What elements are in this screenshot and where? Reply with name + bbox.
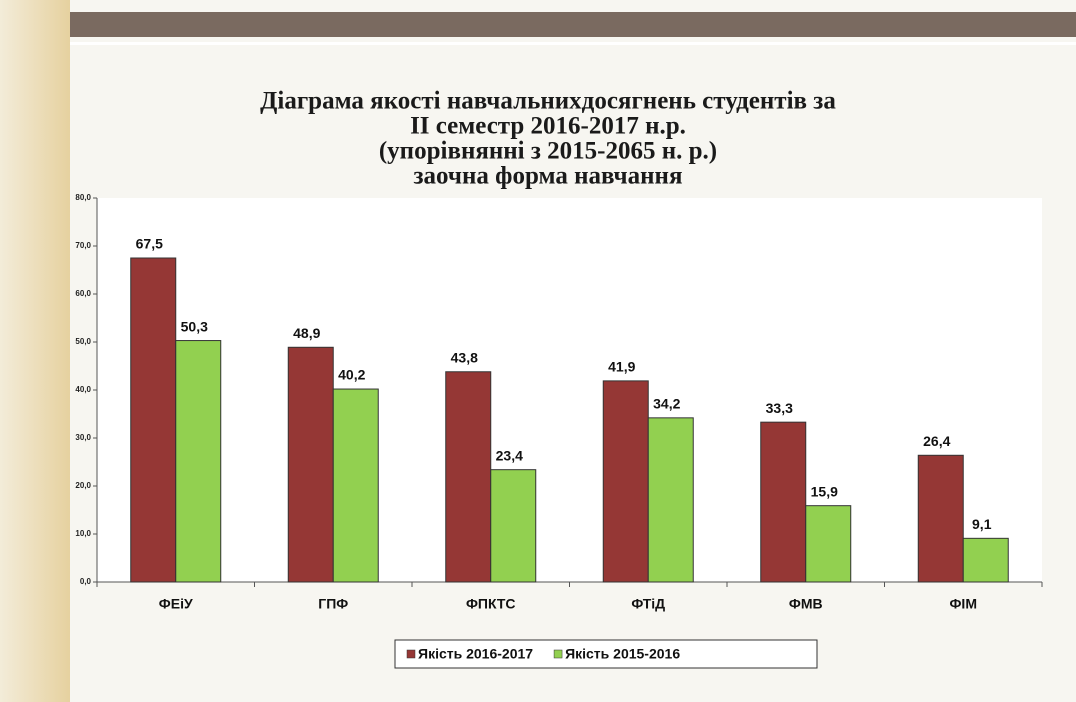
- x-tick-label: ГПФ: [318, 596, 348, 612]
- data-label: 40,2: [338, 367, 365, 383]
- legend-box: [394, 639, 818, 669]
- x-tick-label: ФМВ: [789, 596, 823, 612]
- bar: [130, 257, 177, 583]
- bar: [287, 346, 334, 583]
- y-tick-label: 60,0: [75, 289, 91, 298]
- x-tick-label: ФПКТС: [466, 596, 516, 612]
- data-label: 48,9: [293, 325, 320, 341]
- chart-title: Діаграма якості навчальнихдосягнень студ…: [260, 88, 836, 190]
- bar: [602, 380, 649, 583]
- bar: [647, 417, 694, 583]
- title-line: (упорівнянні з 2015-2065 н. р.): [379, 138, 717, 165]
- legend: Якість 2016-2017 Якість 2015-2016: [394, 639, 818, 669]
- side-strip: [0, 0, 70, 702]
- y-tick-label: 70,0: [75, 241, 91, 250]
- legend-label: Якість 2015-2016: [565, 646, 680, 662]
- data-label: 41,9: [608, 359, 635, 375]
- bar: [917, 454, 964, 583]
- data-label: 9,1: [972, 516, 992, 532]
- y-tick-label: 30,0: [75, 433, 91, 442]
- data-label: 23,4: [496, 447, 523, 463]
- y-tick-label: 0,0: [80, 577, 92, 586]
- bar: [805, 505, 852, 583]
- data-label: 67,5: [136, 236, 163, 252]
- bar: [445, 371, 492, 583]
- y-tick-label: 20,0: [75, 481, 91, 490]
- y-tick-label: 80,0: [75, 193, 91, 202]
- data-label: 26,4: [923, 433, 950, 449]
- data-label: 34,2: [653, 396, 680, 412]
- y-tick-label: 50,0: [75, 337, 91, 346]
- data-label: 15,9: [811, 483, 838, 499]
- x-tick-label: ФЕіУ: [159, 596, 193, 612]
- title-line: Діаграма якості навчальнихдосягнень студ…: [260, 88, 836, 115]
- bar: [332, 388, 379, 583]
- bar: [490, 469, 537, 583]
- legend-label: Якість 2016-2017: [418, 646, 533, 662]
- top-bar: [70, 12, 1076, 37]
- plot-area: [97, 198, 1042, 582]
- y-tick-label: 10,0: [75, 529, 91, 538]
- data-label: 50,3: [181, 318, 208, 334]
- x-tick-label: ФТіД: [631, 596, 665, 612]
- title-line: ІІ семестр 2016-2017 н.р.: [410, 113, 686, 140]
- legend-swatch: [553, 649, 563, 659]
- x-tick-label: ФІМ: [949, 596, 977, 612]
- bar: [760, 421, 807, 583]
- bar: [175, 340, 222, 583]
- top-line: [70, 42, 1076, 45]
- data-label: 43,8: [451, 349, 478, 365]
- bar: [962, 537, 1009, 583]
- data-label: 33,3: [766, 400, 793, 416]
- title-line: заочна форма навчання: [414, 163, 683, 190]
- legend-swatch: [406, 649, 416, 659]
- y-tick-label: 40,0: [75, 385, 91, 394]
